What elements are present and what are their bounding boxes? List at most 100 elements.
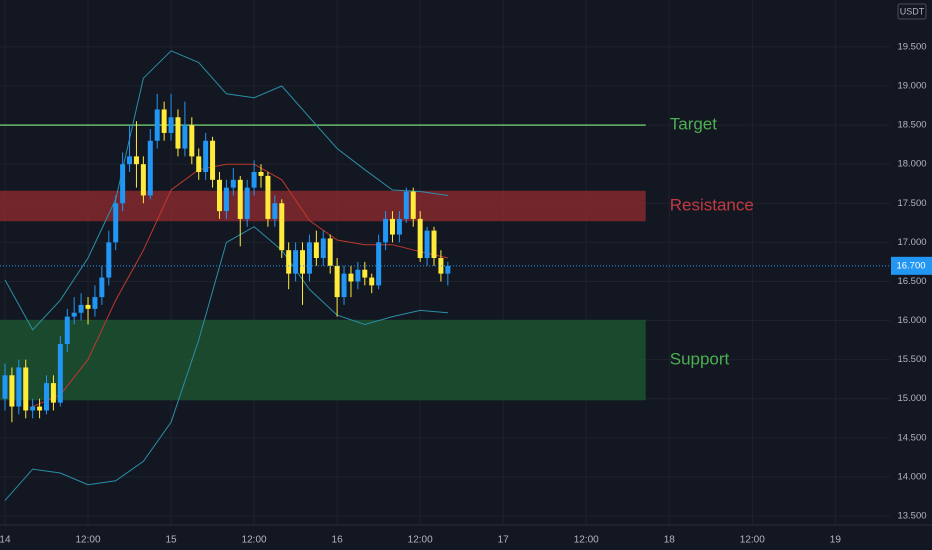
candle-body — [431, 230, 437, 259]
candle-body — [120, 164, 126, 204]
candle-body — [71, 312, 77, 317]
x-tick-label: 14 — [0, 535, 11, 546]
candle-body — [85, 304, 91, 309]
unit-label: USDT — [900, 6, 925, 16]
candle-body — [127, 156, 133, 165]
candle-body — [92, 297, 98, 309]
candle-body — [147, 140, 153, 196]
candle-body — [216, 179, 222, 212]
y-tick-label: 17.500 — [897, 198, 926, 209]
candle-body — [37, 406, 43, 411]
candle-body — [327, 238, 333, 266]
y-tick-label: 18.000 — [897, 159, 926, 170]
candle-body — [355, 269, 361, 282]
candle-body — [16, 367, 22, 407]
x-tick-label: 15 — [165, 535, 177, 546]
x-tick-label: 12:00 — [408, 535, 433, 546]
candle-body — [403, 191, 409, 219]
candle-body — [348, 273, 354, 282]
candle-body — [334, 265, 340, 298]
y-tick-label: 15.000 — [897, 393, 926, 404]
candles — [2, 93, 451, 423]
candle-body — [258, 172, 264, 176]
candle-body — [50, 383, 56, 403]
zone-band — [0, 319, 646, 401]
last-price-box — [891, 256, 932, 275]
x-tick-label: 12:00 — [740, 535, 765, 546]
last-price-label: 16.700 — [896, 260, 925, 271]
candle-body — [244, 187, 250, 219]
candle-body — [306, 242, 312, 274]
candle-body — [196, 156, 202, 173]
candle-body — [272, 203, 278, 219]
y-tick-label: 14.500 — [897, 432, 926, 443]
candle-body — [175, 117, 181, 149]
candle-body — [251, 172, 257, 188]
candle-body — [320, 238, 326, 259]
candle-body — [410, 191, 416, 219]
y-tick-label: 19.500 — [897, 41, 926, 52]
candle-body — [78, 304, 84, 313]
axes: 13.500 14.000 14.500 15.000 15.500 16.000 16.5… — [0, 41, 932, 546]
candle-body — [9, 375, 15, 407]
candle-body — [154, 109, 160, 141]
candle-body — [383, 218, 389, 243]
y-tick-label: 15.500 — [897, 354, 926, 365]
candle-body — [182, 125, 188, 149]
candle-body — [99, 277, 105, 298]
candle-body — [64, 316, 70, 345]
y-tick-label: 17.000 — [897, 237, 926, 248]
candle-body — [210, 140, 216, 180]
y-tick-label: 16.500 — [897, 276, 926, 287]
candle-body — [230, 179, 236, 188]
candle-body — [389, 218, 395, 235]
candle-body — [113, 203, 119, 243]
candle-body — [43, 383, 49, 411]
indicator-line — [4, 226, 448, 501]
zone-band — [0, 190, 646, 222]
y-tick-label: 13.500 — [897, 511, 926, 522]
y-tick-label: 18.500 — [897, 120, 926, 131]
candle-body — [57, 344, 63, 403]
x-tick-label: 12:00 — [242, 535, 267, 546]
candle-body — [2, 375, 8, 399]
x-tick-label: 12:00 — [574, 535, 599, 546]
candle-body — [300, 250, 306, 274]
candle-body — [424, 230, 430, 259]
candle-body — [369, 277, 375, 286]
candle-body — [362, 269, 368, 278]
x-tick-label: 19 — [830, 535, 842, 546]
candle-body — [237, 179, 243, 219]
candle-body — [168, 117, 174, 133]
candle-body — [445, 265, 451, 274]
candle-body — [341, 273, 347, 298]
candle-body — [313, 242, 319, 259]
zone-label: Support — [670, 350, 730, 369]
y-tick-label: 19.000 — [897, 81, 926, 92]
x-tick-label: 17 — [498, 535, 510, 546]
candle-body — [265, 175, 271, 219]
zone-label: Target — [670, 115, 718, 134]
indicator-line — [4, 50, 448, 331]
candle-body — [23, 367, 29, 411]
candle-body — [189, 125, 195, 157]
candle-body — [376, 242, 382, 286]
candle-body — [223, 187, 229, 212]
candle-body — [161, 109, 167, 133]
x-tick-label: 12:00 — [76, 535, 101, 546]
candle-body — [140, 164, 146, 196]
candle-body — [279, 203, 285, 251]
candle-body — [396, 218, 402, 235]
y-tick-label: 16.000 — [897, 315, 926, 326]
candle-body — [293, 250, 299, 274]
x-tick-label: 18 — [664, 535, 676, 546]
unit-box — [897, 3, 927, 20]
candle-body — [30, 406, 36, 411]
candle-body — [438, 258, 444, 274]
candle-body — [286, 250, 292, 274]
candle-body — [203, 140, 209, 173]
candle-body — [106, 242, 112, 278]
